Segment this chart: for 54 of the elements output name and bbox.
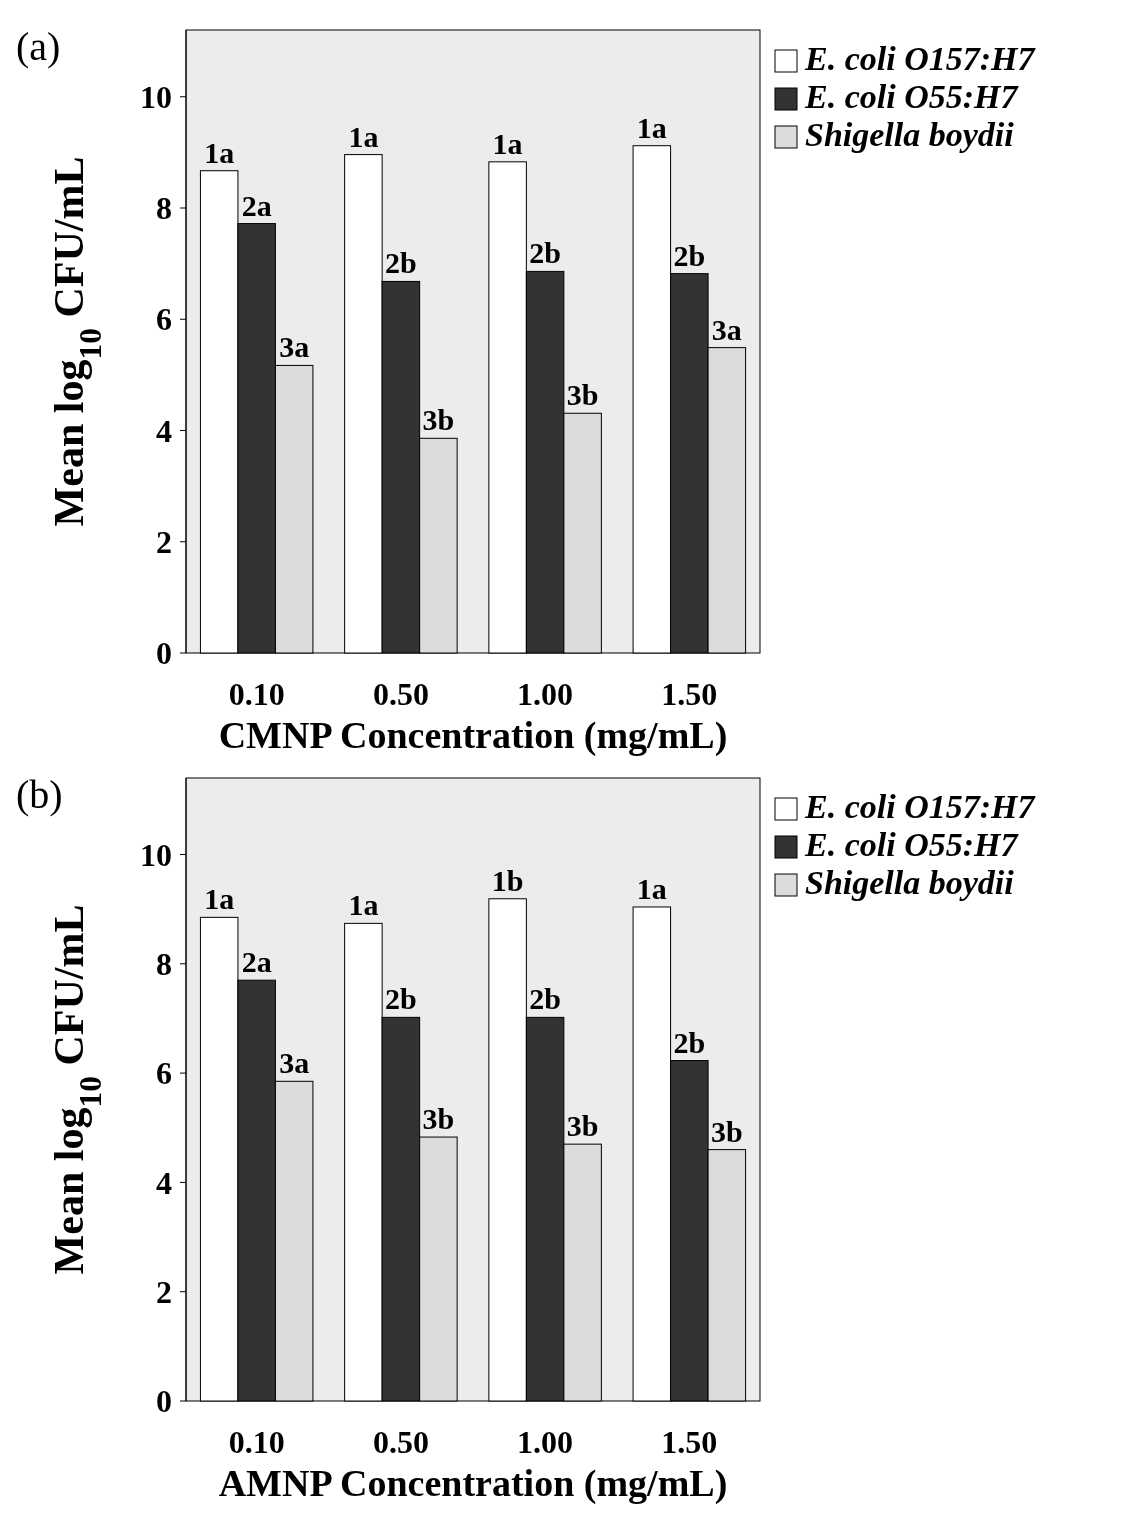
y-tick-label: 0 <box>156 635 172 672</box>
annotation: 2b <box>673 238 706 272</box>
y-tick-label: 4 <box>156 412 172 449</box>
y-tick-label: 0 <box>156 1383 172 1420</box>
annotation: 3a <box>711 312 742 346</box>
annotation: 3b <box>566 1109 599 1143</box>
annotation: 2b <box>385 982 417 1016</box>
annotation: 3b <box>422 403 455 437</box>
legend-label: Shigella boydii <box>805 864 1015 901</box>
x-tick-label: 1.00 <box>517 1424 574 1460</box>
annotation: 3b <box>566 378 599 412</box>
x-axis-title: AMNP Concentration (mg/mL) <box>218 1462 728 1505</box>
annotation: 3a <box>279 1046 310 1080</box>
annotation: 1b <box>491 863 524 897</box>
y-tick-label: 4 <box>156 1164 172 1201</box>
x-tick-label: 0.10 <box>228 676 285 712</box>
y-tick-label: 8 <box>156 946 172 983</box>
annotation: 2a <box>241 945 272 979</box>
y-tick-label: 8 <box>156 190 172 227</box>
y-tick-label: 6 <box>156 1055 172 1092</box>
legend-label: Shigella boydii <box>805 116 1015 153</box>
annotation: 2b <box>385 246 417 280</box>
x-tick-label: 0.50 <box>372 1424 429 1460</box>
chart-title: (a) <box>16 24 61 69</box>
y-tick-label: 10 <box>140 78 172 115</box>
y-tick-label: 2 <box>156 523 172 560</box>
annotation: 1a <box>348 888 379 922</box>
y-tick-label: 10 <box>140 836 172 873</box>
legend-label: E. coli O55:H7 <box>804 78 1020 115</box>
legend-label: E. coli O157:H7 <box>804 40 1037 77</box>
annotation: 3a <box>279 330 310 364</box>
annotation: 3b <box>710 1114 743 1148</box>
annotation: 1a <box>636 871 667 905</box>
x-tick-label: 1.50 <box>661 1424 718 1460</box>
x-tick-label: 1.00 <box>517 676 574 712</box>
legend-label: E. coli O55:H7 <box>804 826 1020 863</box>
x-tick-label: 1.50 <box>661 676 718 712</box>
annotation: 1a <box>204 882 235 916</box>
annotation: 1a <box>636 110 667 144</box>
y-tick-label: 6 <box>156 301 172 338</box>
annotation: 3b <box>422 1102 455 1136</box>
y-tick-label: 2 <box>156 1273 172 1310</box>
annotation: 1a <box>348 119 379 153</box>
annotation: 1a <box>204 135 235 169</box>
x-tick-label: 0.10 <box>228 1424 285 1460</box>
annotation: 2b <box>529 982 561 1016</box>
x-axis-title: CMNP Concentration (mg/mL) <box>218 714 728 757</box>
annotation: 1a <box>492 126 523 160</box>
legend-label: E. coli O157:H7 <box>804 788 1037 825</box>
annotation: 2a <box>241 188 272 222</box>
annotation: 2b <box>529 236 561 270</box>
annotation: 2b <box>673 1025 706 1059</box>
x-tick-label: 0.50 <box>372 676 429 712</box>
chart-title: (b) <box>16 772 63 817</box>
